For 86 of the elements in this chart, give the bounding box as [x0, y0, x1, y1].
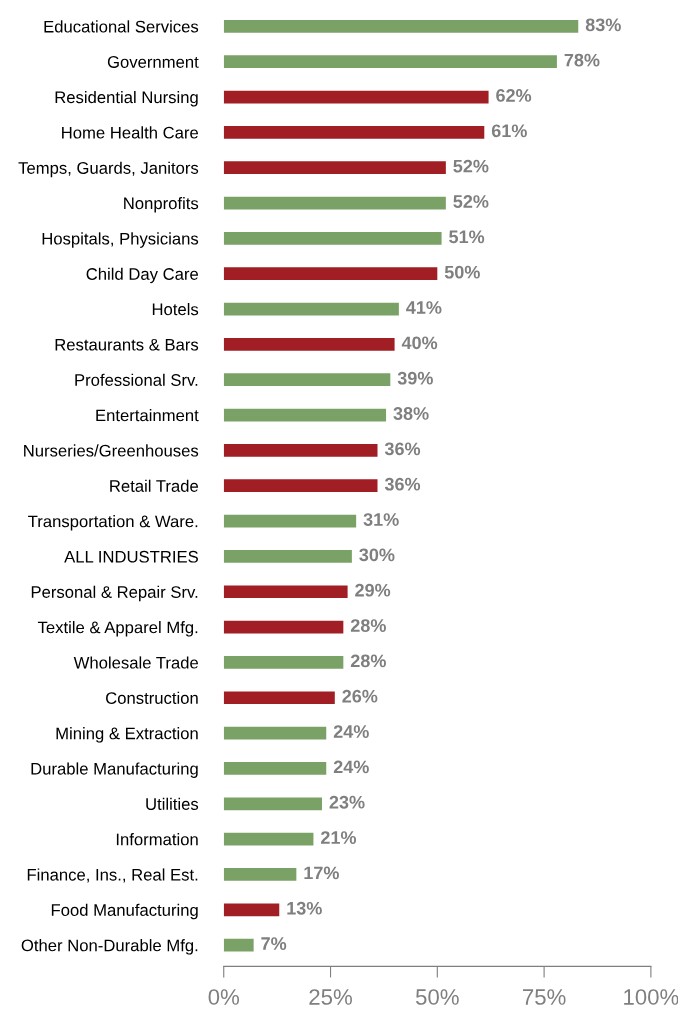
y-tick-label: Hotels — [152, 303, 199, 316]
y-tick-label: Other Non-Durable Mfg. — [21, 939, 198, 955]
data-label: 26% — [342, 689, 378, 703]
x-tick-label: 100% — [624, 989, 678, 1005]
data-label: 50% — [444, 265, 480, 279]
y-tick-label: Entertainment — [96, 409, 199, 422]
y-tick-label: Temps, Guards, Janitors — [18, 161, 199, 178]
data-label: 78% — [564, 53, 600, 67]
y-tick-label: Transportation & Ware. — [28, 515, 198, 531]
bar — [223, 550, 352, 563]
bar — [223, 762, 327, 775]
y-tick-label: Hospitals, Physicians — [42, 232, 199, 248]
data-label: 7% — [261, 937, 287, 950]
data-label: 24% — [333, 760, 369, 774]
bar — [223, 444, 378, 457]
data-label: 61% — [491, 124, 527, 138]
bar — [223, 832, 314, 846]
y-tick-label: Restaurants & Bars — [55, 338, 199, 351]
data-label: 23% — [329, 795, 365, 809]
data-label: 13% — [287, 901, 322, 915]
y-tick-label: Textile & Apparel Mfg. — [37, 621, 198, 637]
x-tick-label: 0% — [208, 989, 240, 1005]
bar — [223, 620, 344, 634]
bar — [223, 656, 344, 669]
bar — [223, 373, 391, 387]
data-label: 52% — [453, 195, 489, 208]
y-tick-label: Residential Nursing — [55, 90, 198, 107]
y-tick-label: Information — [116, 833, 198, 846]
bar — [223, 408, 387, 422]
data-label: 39% — [397, 371, 433, 385]
y-tick-label: Construction — [106, 691, 198, 704]
data-label: 51% — [449, 230, 485, 244]
bar — [223, 267, 438, 281]
bar — [223, 338, 395, 351]
x-tick-label: 50% — [415, 989, 459, 1005]
bar — [223, 19, 579, 33]
y-tick-label: Nurseries/Greenhouses — [24, 444, 199, 457]
bar — [223, 514, 357, 528]
y-tick-label: Professional Srv. — [75, 373, 198, 386]
bar — [223, 125, 485, 139]
data-label: 83% — [585, 18, 621, 32]
y-tick-label: Nonprofits — [124, 196, 199, 213]
bar — [223, 585, 348, 599]
y-tick-label: Food Manufacturing — [51, 903, 198, 920]
data-label: 40% — [401, 336, 438, 350]
bar — [223, 938, 254, 952]
x-tick-label: 25% — [309, 989, 352, 1005]
x-tick-label: 75% — [523, 989, 566, 1005]
data-label: 29% — [355, 583, 391, 597]
bar — [223, 726, 327, 740]
data-label: 36% — [384, 442, 421, 456]
bar — [223, 196, 446, 210]
y-tick-label: Retail Trade — [110, 479, 199, 492]
bar — [223, 161, 446, 175]
bar — [223, 797, 322, 811]
bar — [223, 479, 378, 493]
data-label: 52% — [453, 159, 489, 173]
data-label: 38% — [393, 407, 429, 420]
data-label: 36% — [384, 477, 421, 491]
data-label: 62% — [496, 89, 532, 102]
y-tick-label: Finance, Ins., Real Est. — [27, 868, 198, 883]
bar — [223, 302, 399, 316]
y-tick-label: Personal & Repair Srv. — [31, 585, 198, 602]
bar — [223, 55, 557, 69]
y-tick-label: Child Day Care — [86, 267, 198, 284]
y-tick-label: ALL INDUSTRIES — [64, 550, 198, 563]
data-label: 41% — [406, 301, 442, 314]
bar — [223, 903, 280, 917]
bar — [223, 691, 335, 705]
data-label: 28% — [350, 619, 386, 632]
y-tick-label: Mining & Extraction — [56, 727, 198, 743]
data-label: 31% — [363, 513, 399, 526]
y-tick-label: Government — [107, 56, 199, 68]
bar — [223, 232, 442, 245]
data-label: 28% — [350, 654, 386, 668]
data-label: 21% — [321, 831, 357, 844]
data-label: 24% — [333, 725, 369, 738]
y-tick-label: Educational Services — [44, 20, 199, 33]
y-tick-label: Wholesale Trade — [73, 656, 199, 669]
bar — [223, 868, 297, 881]
data-label: 30% — [359, 548, 395, 562]
bar — [223, 90, 489, 104]
y-tick-label: Home Health Care — [62, 126, 199, 139]
data-label: 17% — [304, 866, 339, 880]
y-tick-label: Durable Manufacturing — [31, 762, 198, 778]
y-tick-label: Utilities — [146, 797, 199, 810]
